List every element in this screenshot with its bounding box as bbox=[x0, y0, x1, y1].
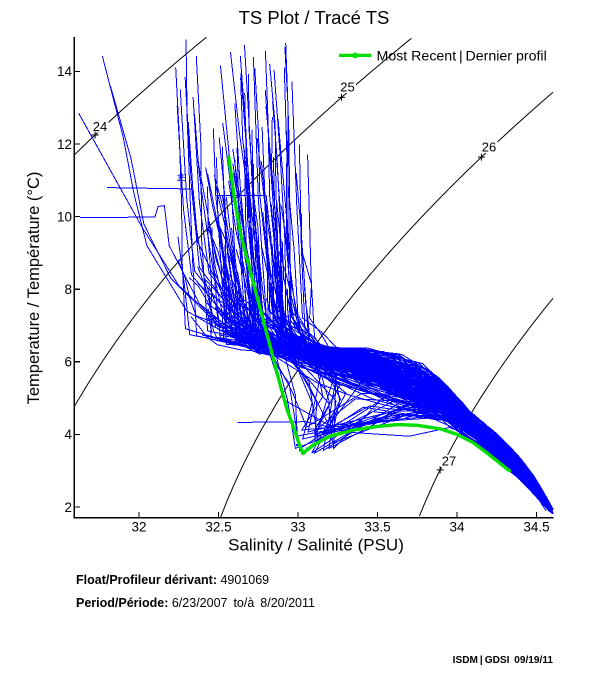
svg-text:32: 32 bbox=[131, 520, 146, 535]
svg-text:2: 2 bbox=[64, 500, 72, 515]
svg-text:32.5: 32.5 bbox=[205, 520, 231, 535]
svg-text:34: 34 bbox=[449, 520, 465, 535]
svg-text:33.5: 33.5 bbox=[364, 520, 390, 535]
svg-text:6: 6 bbox=[64, 355, 72, 370]
svg-text:24: 24 bbox=[93, 119, 107, 134]
svg-text:Salinity / Salinité (PSU): Salinity / Salinité (PSU) bbox=[228, 536, 404, 555]
svg-text:Float/Profileur dérivant: 4901: Float/Profileur dérivant: 4901069 bbox=[76, 573, 269, 587]
svg-text:14: 14 bbox=[57, 64, 73, 79]
svg-text:26: 26 bbox=[482, 140, 496, 155]
svg-text:33: 33 bbox=[290, 520, 305, 535]
svg-text:Period/Période: 6/23/2007 to/: Period/Période: 6/23/2007 to/à 8/20/2011 bbox=[76, 596, 315, 610]
svg-text:15: 15 bbox=[177, 173, 187, 183]
svg-text:Temperature / Température (°C): Temperature / Température (°C) bbox=[25, 172, 43, 405]
svg-text:25: 25 bbox=[340, 80, 354, 95]
svg-text:34.5: 34.5 bbox=[523, 520, 549, 535]
svg-text:TS Plot / Tracé TS: TS Plot / Tracé TS bbox=[239, 7, 390, 28]
svg-text:8: 8 bbox=[64, 282, 72, 297]
svg-text:4: 4 bbox=[64, 427, 72, 442]
svg-text:ISDM | GDSI 09/19/11: ISDM | GDSI 09/19/11 bbox=[453, 655, 554, 666]
svg-text:12: 12 bbox=[57, 137, 72, 152]
svg-text:10: 10 bbox=[57, 209, 72, 224]
svg-text:Most Recent | Dernier profil: Most Recent | Dernier profil bbox=[377, 49, 547, 65]
svg-text:27: 27 bbox=[442, 454, 456, 469]
